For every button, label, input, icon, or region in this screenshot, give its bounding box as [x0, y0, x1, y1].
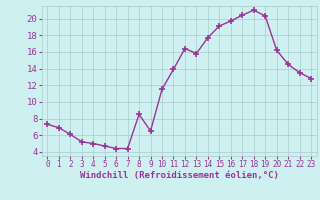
X-axis label: Windchill (Refroidissement éolien,°C): Windchill (Refroidissement éolien,°C)	[80, 171, 279, 180]
